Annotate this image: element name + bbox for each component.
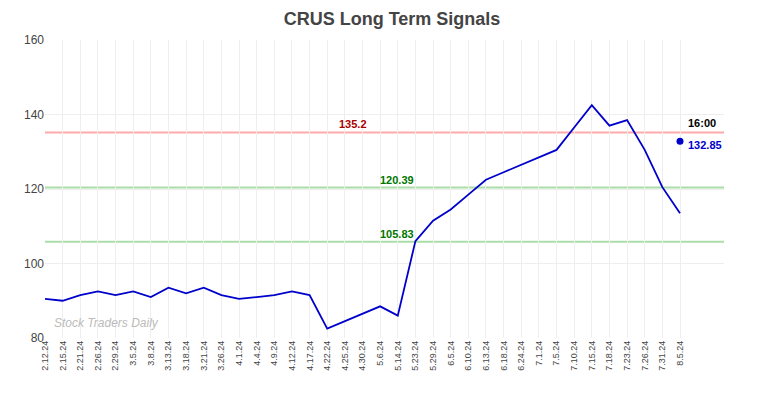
svg-text:4.22.24: 4.22.24 [322, 341, 332, 371]
svg-text:CRUS Long Term Signals: CRUS Long Term Signals [284, 9, 501, 29]
svg-text:6.18.24: 6.18.24 [499, 341, 509, 371]
svg-text:7.15.24: 7.15.24 [587, 341, 597, 371]
svg-text:80: 80 [31, 331, 45, 345]
svg-text:5.6.24: 5.6.24 [375, 341, 385, 366]
svg-text:16:00: 16:00 [688, 117, 716, 129]
svg-text:2.12.24: 2.12.24 [40, 341, 50, 371]
svg-text:4.25.24: 4.25.24 [340, 341, 350, 371]
svg-text:7.26.24: 7.26.24 [640, 341, 650, 371]
svg-text:7.1.24: 7.1.24 [534, 341, 544, 366]
svg-text:100: 100 [24, 257, 44, 271]
svg-text:3.5.24: 3.5.24 [128, 341, 138, 366]
svg-text:120.39: 120.39 [380, 174, 414, 186]
svg-text:Stock Traders Daily: Stock Traders Daily [54, 316, 159, 330]
svg-text:3.8.24: 3.8.24 [146, 341, 156, 366]
svg-text:140: 140 [24, 108, 44, 122]
svg-text:6.13.24: 6.13.24 [481, 341, 491, 371]
svg-text:4.9.24: 4.9.24 [269, 341, 279, 366]
svg-text:7.18.24: 7.18.24 [604, 341, 614, 371]
svg-text:2.15.24: 2.15.24 [58, 341, 68, 371]
svg-text:7.5.24: 7.5.24 [551, 341, 561, 366]
svg-text:5.14.24: 5.14.24 [393, 341, 403, 371]
svg-text:2.26.24: 2.26.24 [93, 341, 103, 371]
svg-text:6.24.24: 6.24.24 [516, 341, 526, 371]
svg-text:5.23.24: 5.23.24 [410, 341, 420, 371]
svg-text:3.13.24: 3.13.24 [163, 341, 173, 371]
svg-text:3.21.24: 3.21.24 [199, 341, 209, 371]
svg-text:4.1.24: 4.1.24 [234, 341, 244, 366]
svg-text:4.17.24: 4.17.24 [305, 341, 315, 371]
svg-text:2.29.24: 2.29.24 [110, 341, 120, 371]
svg-text:7.23.24: 7.23.24 [622, 341, 632, 371]
svg-text:7.31.24: 7.31.24 [657, 341, 667, 371]
svg-text:5.29.24: 5.29.24 [428, 341, 438, 371]
svg-text:2.21.24: 2.21.24 [75, 341, 85, 371]
svg-text:8.5.24: 8.5.24 [675, 341, 685, 366]
svg-text:6.10.24: 6.10.24 [463, 341, 473, 371]
svg-text:4.4.24: 4.4.24 [252, 341, 262, 366]
svg-text:105.83: 105.83 [380, 228, 414, 240]
svg-text:160: 160 [24, 33, 44, 47]
svg-text:4.12.24: 4.12.24 [287, 341, 297, 371]
svg-text:132.85: 132.85 [688, 139, 722, 151]
svg-text:3.26.24: 3.26.24 [216, 341, 226, 371]
svg-text:4.30.24: 4.30.24 [357, 341, 367, 371]
svg-text:6.5.24: 6.5.24 [446, 341, 456, 366]
svg-text:3.18.24: 3.18.24 [181, 341, 191, 371]
svg-text:120: 120 [24, 182, 44, 196]
svg-text:7.10.24: 7.10.24 [569, 341, 579, 371]
svg-text:135.2: 135.2 [339, 118, 367, 130]
